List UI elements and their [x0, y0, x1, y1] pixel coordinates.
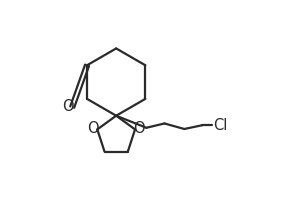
- Text: O: O: [87, 121, 98, 136]
- Text: O: O: [133, 121, 145, 136]
- Text: Cl: Cl: [213, 118, 228, 133]
- Text: O: O: [62, 99, 74, 114]
